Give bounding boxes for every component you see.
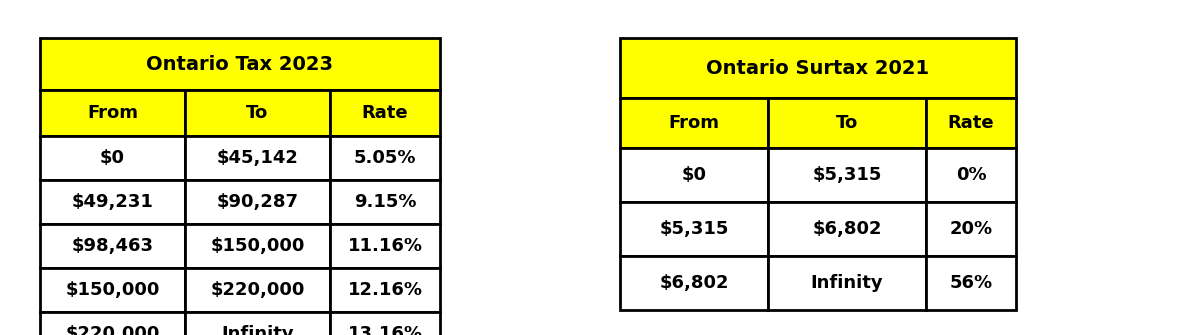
Text: 12.16%: 12.16%: [348, 281, 422, 299]
Text: $0: $0: [100, 149, 125, 167]
Bar: [768, 256, 926, 310]
Bar: [40, 136, 185, 180]
Bar: [40, 180, 185, 224]
Text: 9.15%: 9.15%: [354, 193, 416, 211]
Bar: [40, 268, 185, 312]
Bar: [330, 90, 440, 136]
Text: $220,000: $220,000: [65, 325, 160, 335]
Text: Ontario Tax 2023: Ontario Tax 2023: [146, 55, 334, 73]
Bar: [185, 312, 330, 335]
Text: $90,287: $90,287: [216, 193, 299, 211]
Text: $5,315: $5,315: [659, 220, 728, 238]
Bar: [330, 136, 440, 180]
Text: $5,315: $5,315: [812, 166, 882, 184]
Text: 20%: 20%: [949, 220, 992, 238]
Bar: [620, 256, 768, 310]
Text: $150,000: $150,000: [65, 281, 160, 299]
Bar: [185, 180, 330, 224]
Bar: [40, 312, 185, 335]
Text: From: From: [88, 104, 138, 122]
Bar: [926, 202, 1016, 256]
Text: 5.05%: 5.05%: [354, 149, 416, 167]
Text: $0: $0: [682, 166, 707, 184]
Text: $150,000: $150,000: [210, 237, 305, 255]
Bar: [768, 202, 926, 256]
Text: 11.16%: 11.16%: [348, 237, 422, 255]
Bar: [185, 136, 330, 180]
Bar: [330, 268, 440, 312]
Bar: [40, 224, 185, 268]
Text: Rate: Rate: [948, 114, 995, 132]
Bar: [768, 98, 926, 148]
Bar: [620, 148, 768, 202]
Text: Rate: Rate: [361, 104, 408, 122]
Text: Ontario Surtax 2021: Ontario Surtax 2021: [707, 59, 930, 77]
Text: To: To: [836, 114, 858, 132]
Text: $98,463: $98,463: [72, 237, 154, 255]
Text: Infinity: Infinity: [811, 274, 883, 292]
Bar: [185, 268, 330, 312]
Text: From: From: [668, 114, 720, 132]
Text: Infinity: Infinity: [221, 325, 294, 335]
Bar: [40, 38, 440, 90]
Text: $6,802: $6,802: [812, 220, 882, 238]
Text: To: To: [246, 104, 269, 122]
Bar: [330, 180, 440, 224]
Text: 0%: 0%: [955, 166, 986, 184]
Bar: [926, 256, 1016, 310]
Text: 13.16%: 13.16%: [348, 325, 422, 335]
Bar: [926, 148, 1016, 202]
Bar: [620, 98, 768, 148]
Text: $49,231: $49,231: [72, 193, 154, 211]
Bar: [330, 312, 440, 335]
Bar: [926, 98, 1016, 148]
Bar: [185, 224, 330, 268]
Text: $6,802: $6,802: [659, 274, 728, 292]
Text: $45,142: $45,142: [216, 149, 299, 167]
Bar: [185, 90, 330, 136]
Bar: [620, 38, 1016, 98]
Text: 56%: 56%: [949, 274, 992, 292]
Bar: [40, 90, 185, 136]
Bar: [330, 224, 440, 268]
Text: $220,000: $220,000: [210, 281, 305, 299]
Bar: [620, 202, 768, 256]
Bar: [768, 148, 926, 202]
